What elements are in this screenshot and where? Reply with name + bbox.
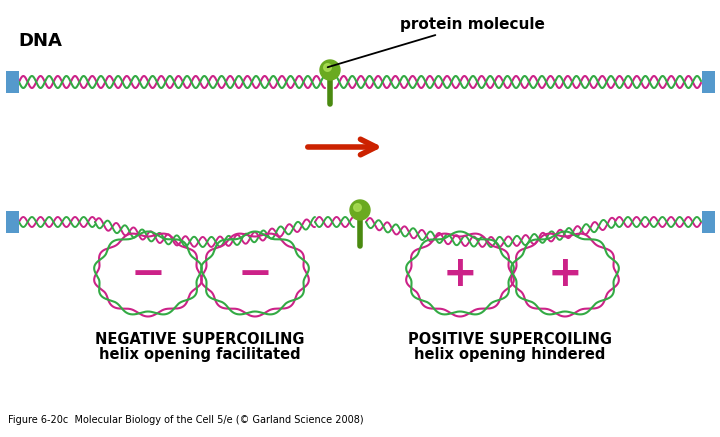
Bar [701, 71, 714, 93]
Text: Figure 6-20c  Molecular Biology of the Cell 5/e (© Garland Science 2008): Figure 6-20c Molecular Biology of the Ce… [8, 415, 364, 425]
Circle shape [324, 64, 331, 71]
Circle shape [350, 200, 370, 220]
Text: DNA: DNA [18, 32, 62, 50]
Bar [6, 71, 19, 93]
Circle shape [354, 204, 361, 212]
Text: −: − [130, 253, 166, 295]
Text: POSITIVE SUPERCOILING: POSITIVE SUPERCOILING [408, 333, 612, 347]
Circle shape [320, 60, 340, 80]
Text: helix opening hindered: helix opening hindered [414, 347, 606, 363]
Bar [701, 211, 714, 233]
Text: +: + [548, 253, 582, 295]
Text: −: − [238, 253, 272, 295]
Bar [6, 211, 19, 233]
Text: protein molecule: protein molecule [328, 17, 545, 67]
Text: helix opening facilitated: helix opening facilitated [99, 347, 301, 363]
Text: +: + [443, 253, 477, 295]
Text: NEGATIVE SUPERCOILING: NEGATIVE SUPERCOILING [95, 333, 305, 347]
